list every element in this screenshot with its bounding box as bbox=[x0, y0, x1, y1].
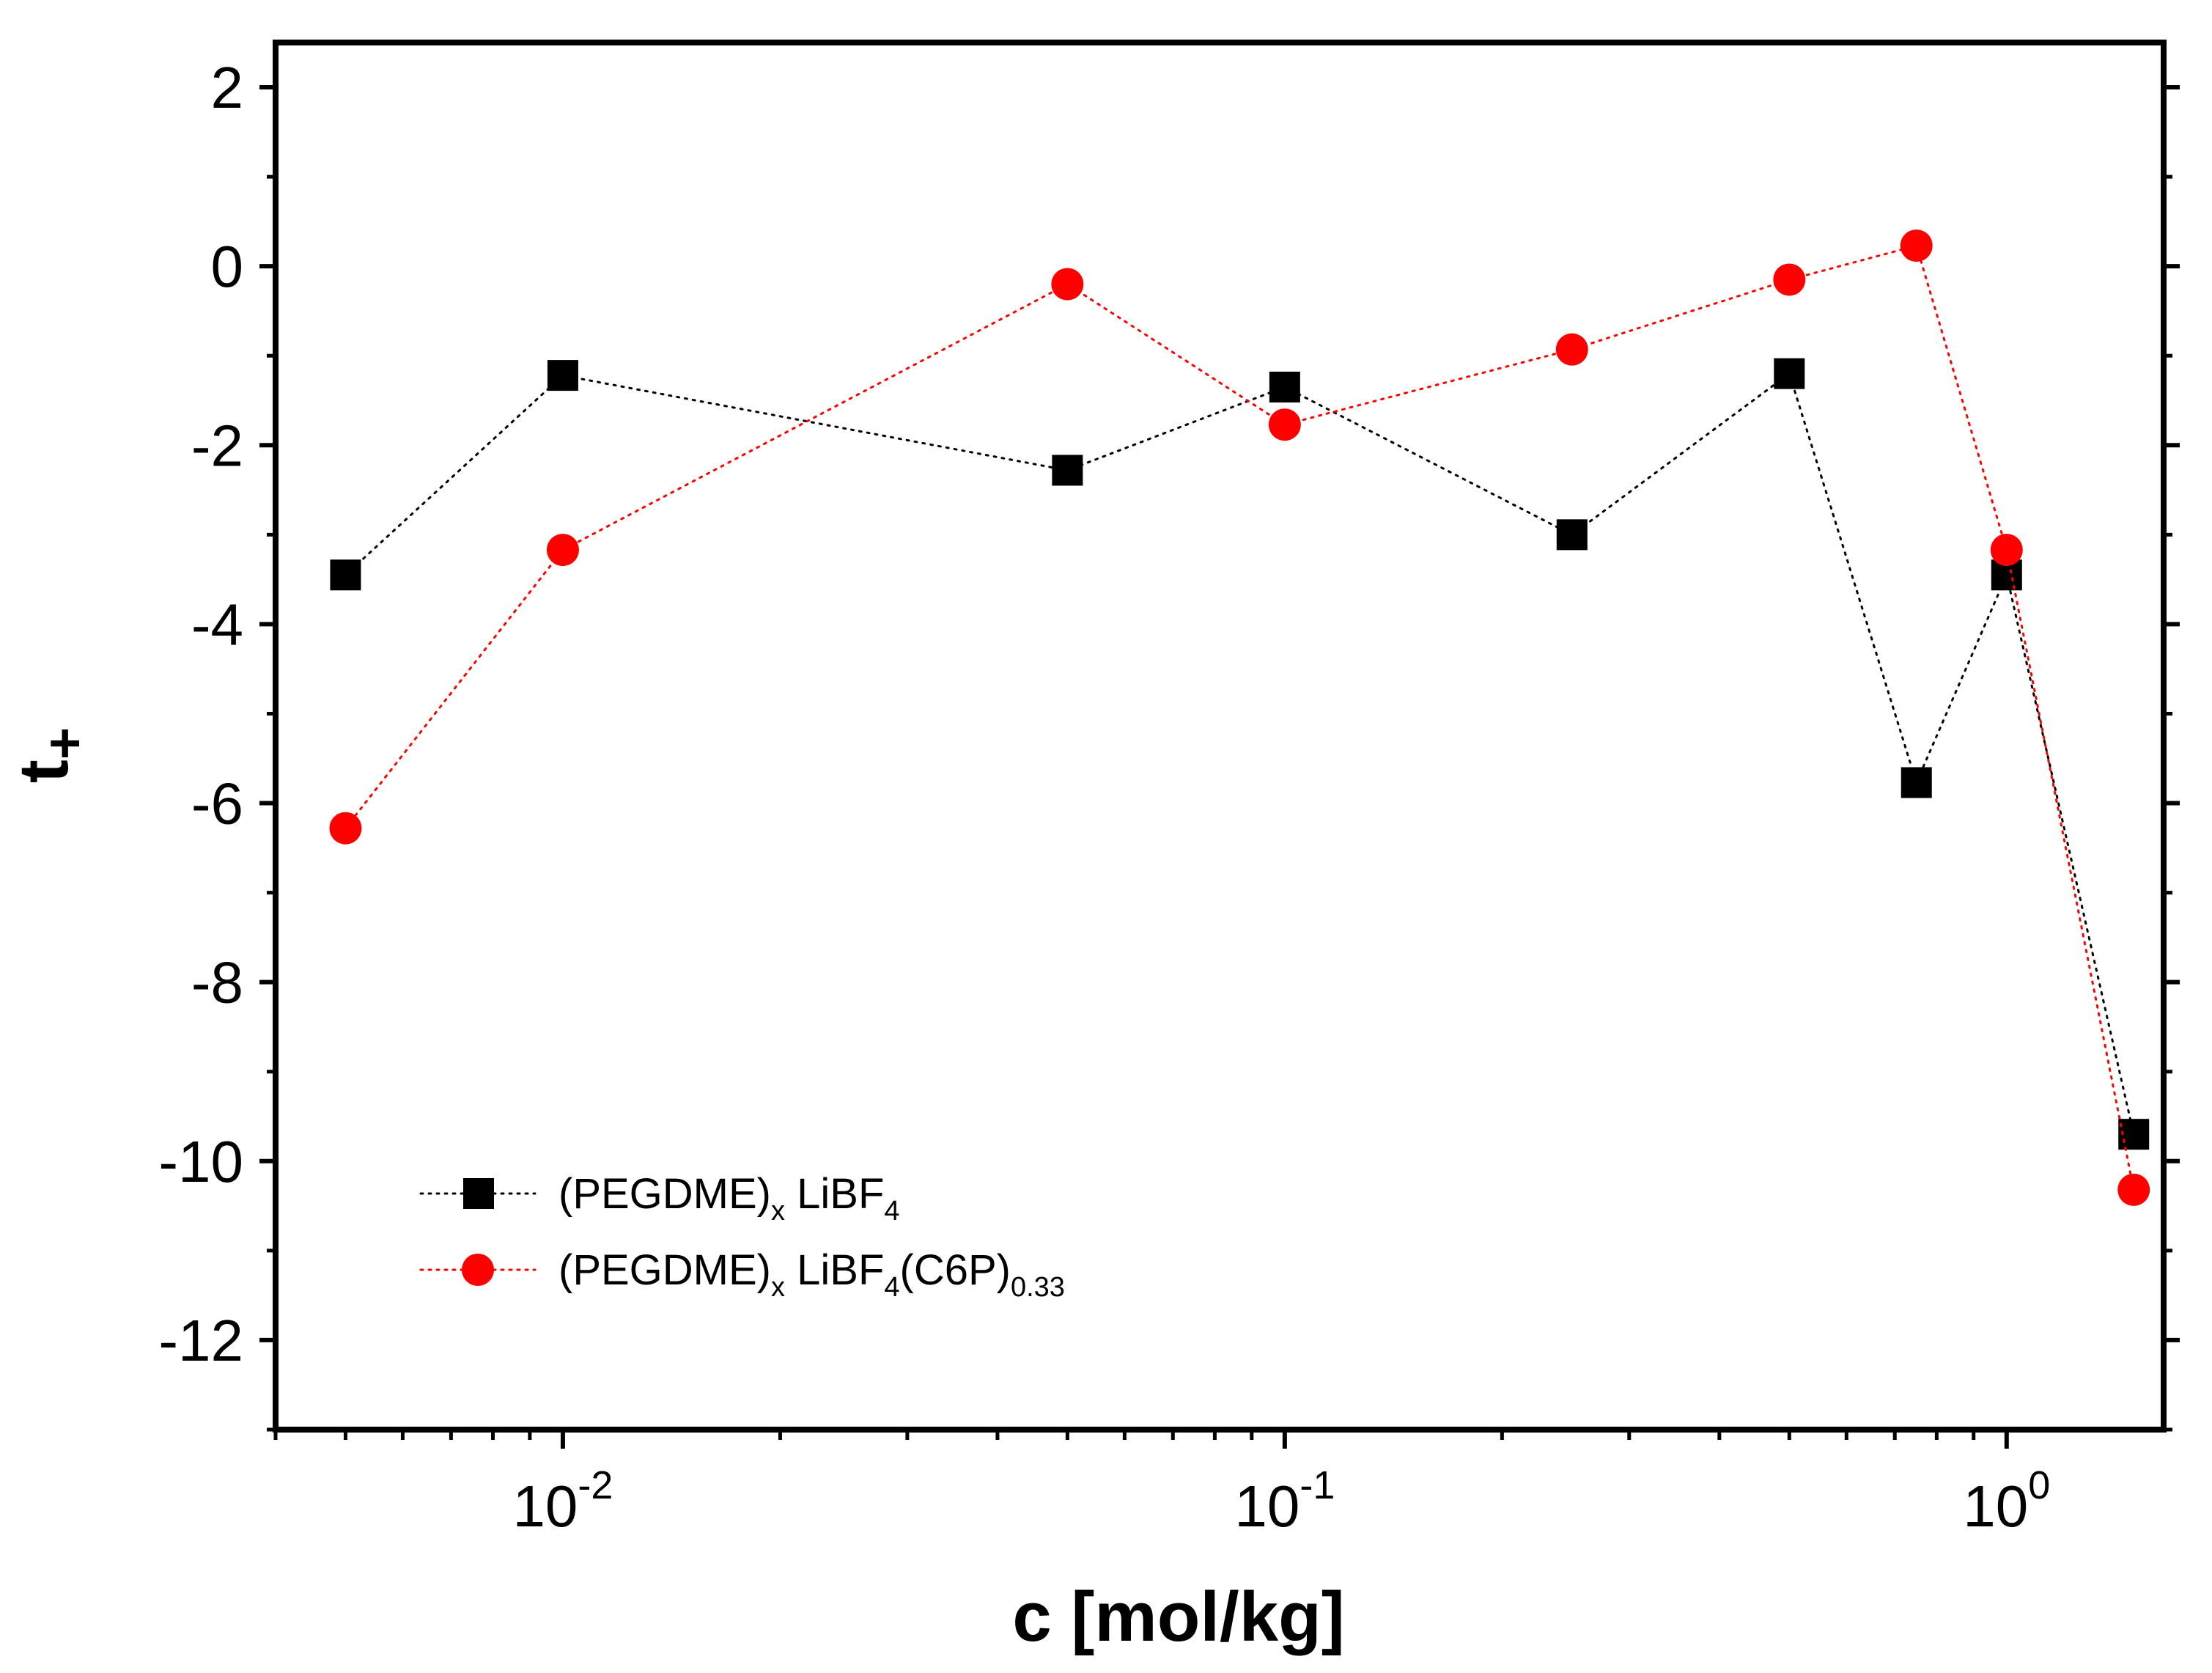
legend: (PEGDME)x LiBF4 (PEGDME)x LiBF4(C6P)0.33 bbox=[419, 1170, 1065, 1303]
y-tick-label: -10 bbox=[158, 1129, 243, 1194]
data-point-square bbox=[1901, 767, 1932, 798]
legend-label: (PEGDME)x LiBF4 bbox=[558, 1170, 900, 1227]
x-tick-label: 10-1 bbox=[1234, 1463, 1335, 1539]
y-tick-label: -6 bbox=[191, 771, 243, 836]
x-tick-label: 10-2 bbox=[512, 1463, 613, 1539]
data-point-circle bbox=[1900, 229, 1933, 262]
data-point-circle bbox=[1555, 333, 1588, 366]
data-point-circle bbox=[1773, 263, 1806, 296]
data-point-square bbox=[1774, 358, 1805, 389]
data-point-circle bbox=[546, 534, 579, 567]
y-tick-label: 0 bbox=[211, 234, 244, 299]
y-tick-label: -12 bbox=[158, 1308, 243, 1373]
legend-label: (PEGDME)x LiBF4(C6P)0.33 bbox=[558, 1246, 1065, 1303]
data-point-square bbox=[1556, 519, 1588, 551]
y-tick-label: -8 bbox=[191, 950, 243, 1015]
legend-marker-square bbox=[463, 1178, 494, 1209]
series-layer bbox=[329, 229, 2150, 1206]
y-tick-label: -2 bbox=[191, 413, 243, 478]
y-axis-title-main: t bbox=[4, 760, 83, 783]
data-point-square bbox=[1052, 455, 1083, 486]
data-point-square bbox=[330, 559, 361, 591]
legend-marker-circle bbox=[462, 1254, 494, 1286]
x-tick-label: 100 bbox=[1963, 1463, 2050, 1539]
svg-text:t+: t+ bbox=[4, 727, 96, 783]
data-point-circle bbox=[329, 812, 362, 845]
y-axis-title: t+ bbox=[4, 727, 96, 783]
data-point-circle bbox=[1051, 268, 1084, 301]
y-axis-title-sub: + bbox=[34, 727, 96, 760]
series-line-2 bbox=[344, 244, 2135, 1191]
y-tick-label: -4 bbox=[191, 592, 243, 657]
data-point-square bbox=[1269, 371, 1300, 402]
y-tick-label: 2 bbox=[211, 55, 244, 120]
data-point-circle bbox=[2117, 1173, 2150, 1206]
x-axis-title: c [mol/kg] bbox=[1012, 1578, 1344, 1656]
data-point-square bbox=[547, 360, 578, 391]
data-point-circle bbox=[1268, 408, 1301, 441]
ticks-layer: 2 0 -2 -4 -6 -8 -10 -12 10-2 10-1 100 bbox=[158, 55, 2180, 1539]
data-point-circle bbox=[1990, 534, 2023, 567]
plot-frame bbox=[273, 40, 2167, 1433]
